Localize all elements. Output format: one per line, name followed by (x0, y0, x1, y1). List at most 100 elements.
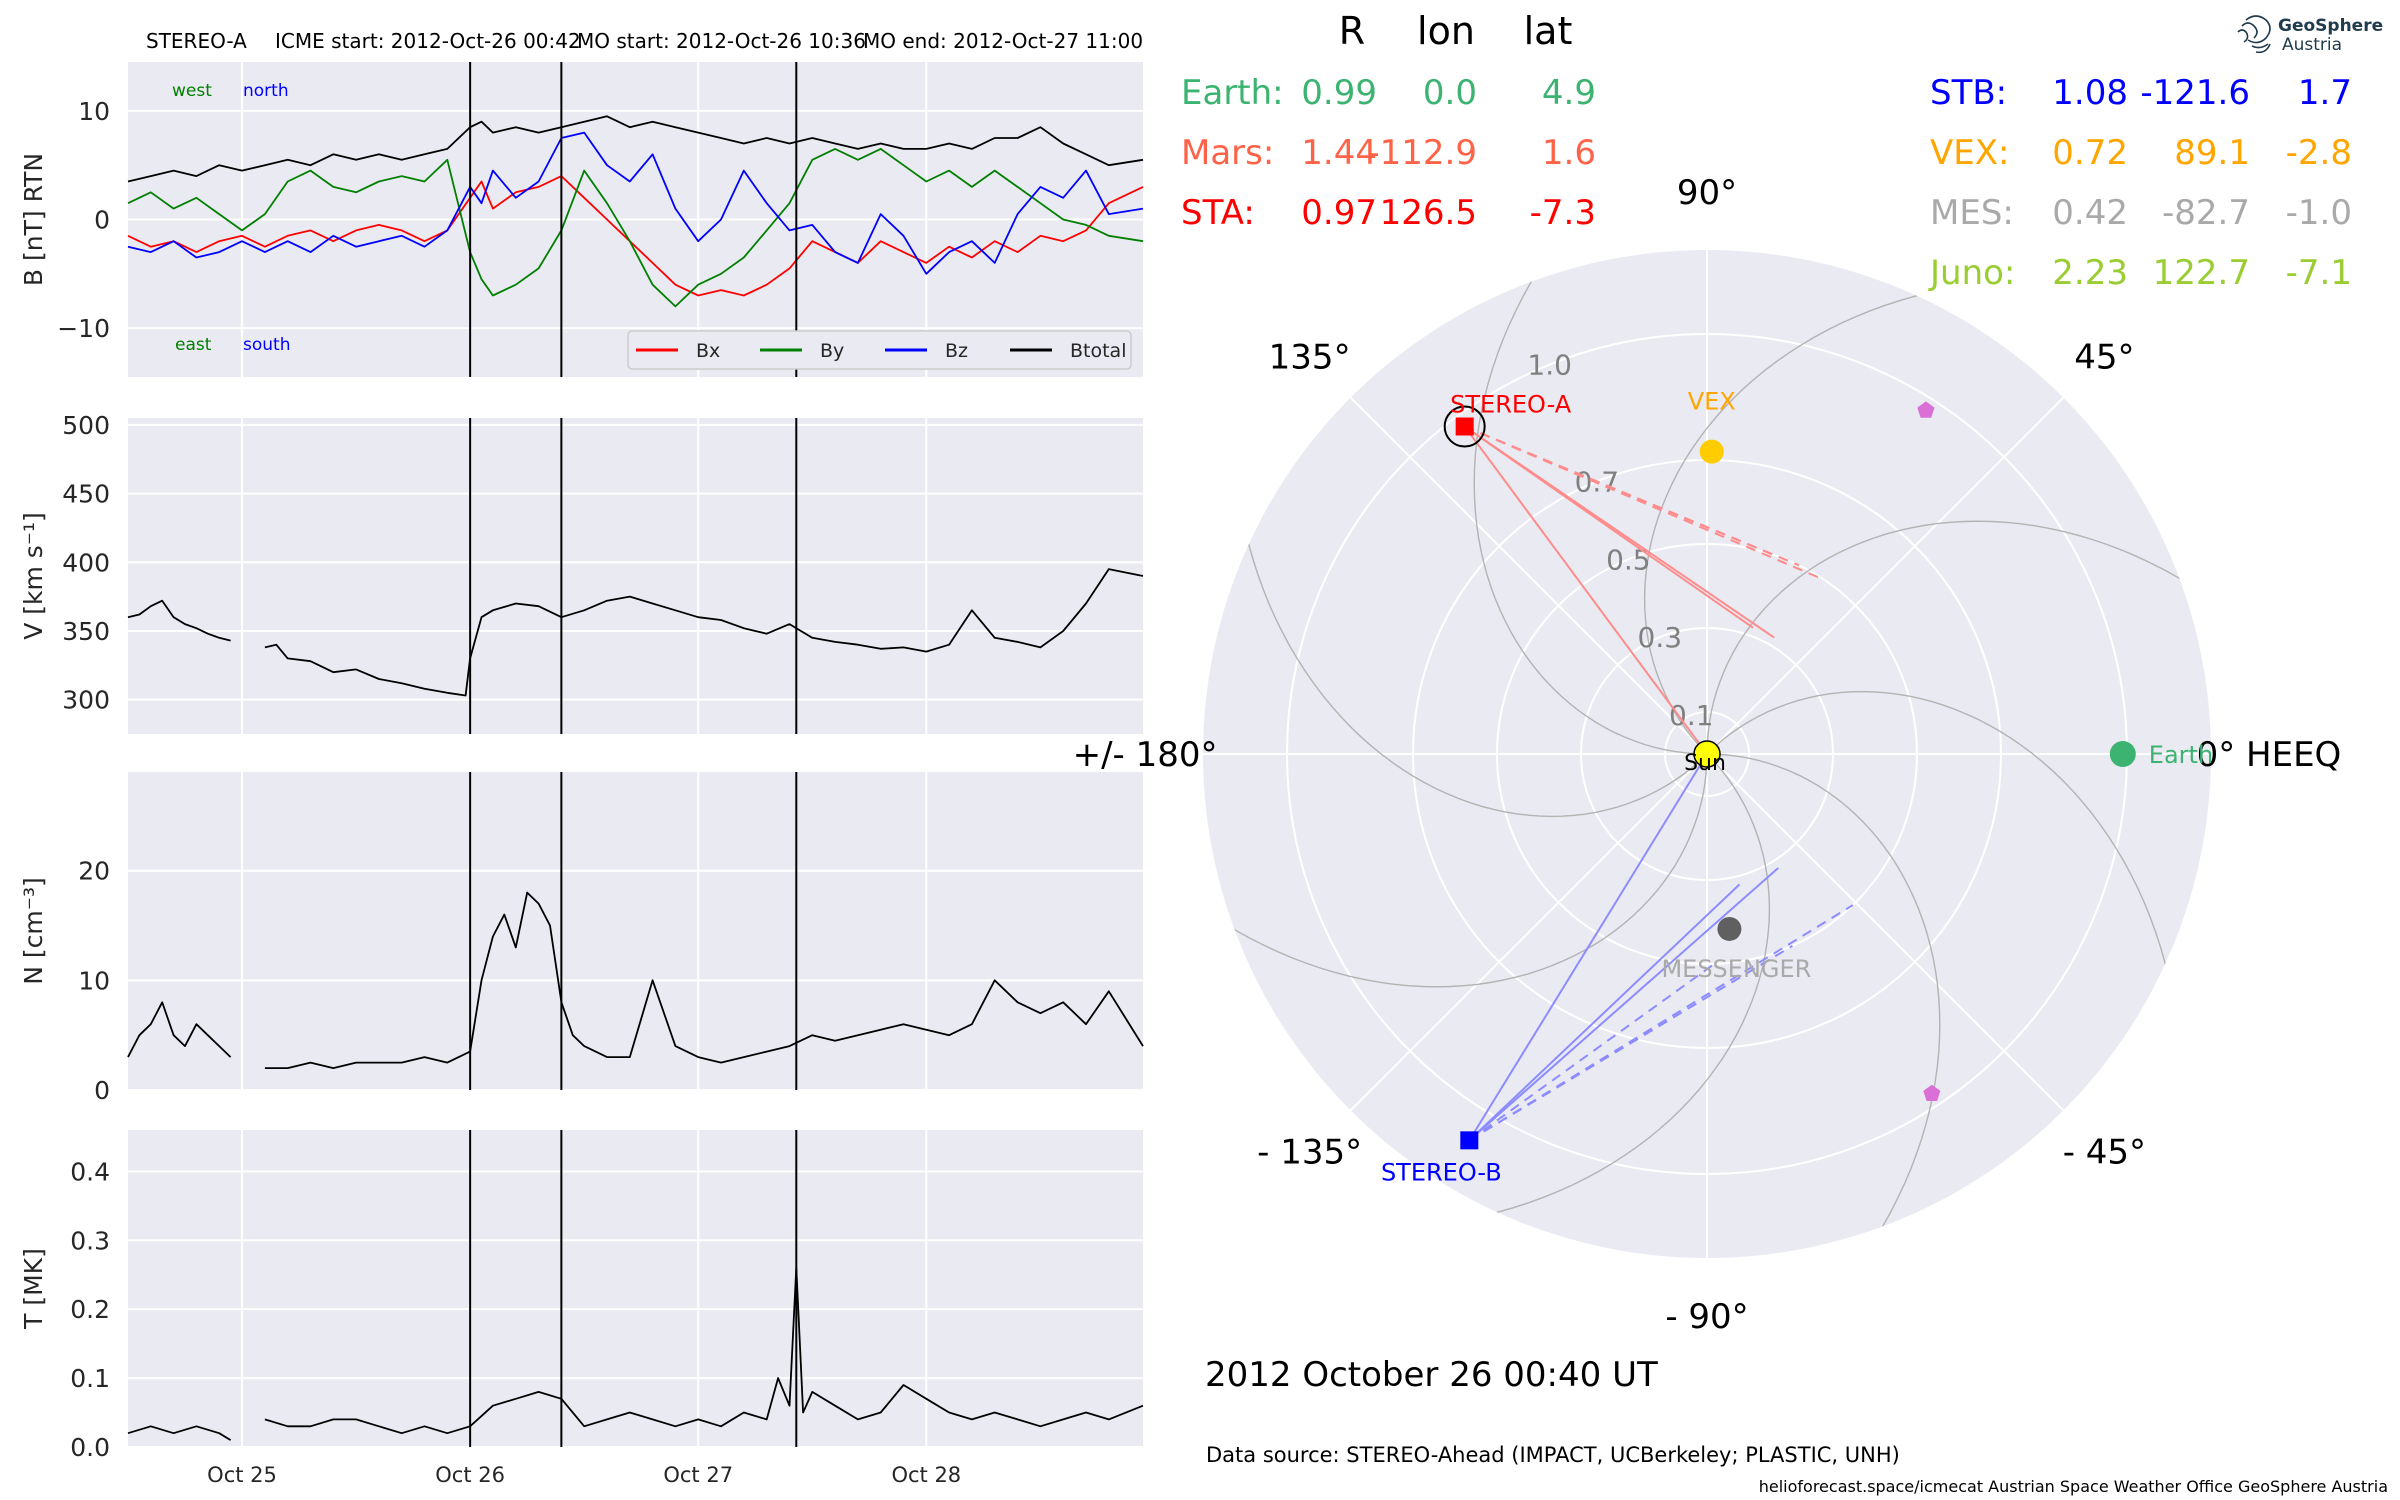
header-mo-end: MO end: 2012-Oct-27 11:00 (863, 29, 1143, 53)
legend-label-bx: Bx (696, 340, 720, 362)
stereo-b-view-lines (1468, 753, 1854, 1142)
angle-label: 135° (1269, 338, 1351, 378)
series-bx-line (127, 175, 1144, 297)
row-r: 1.44 (1301, 133, 1377, 173)
header-spacecraft: STEREO-A (146, 29, 247, 53)
row-name: Earth: (1181, 73, 1284, 113)
header-mo-start: MO start: 2012-Oct-26 10:36 (577, 29, 866, 53)
panel-background (128, 1130, 1143, 1447)
row-r: 0.72 (2052, 133, 2128, 173)
panel-background (128, 772, 1143, 1090)
radial-tick-label: 0.1 (1669, 699, 1714, 732)
series-by-line (127, 148, 1144, 308)
row-lon: -82.7 (2162, 193, 2250, 233)
earth-label: Earth (2149, 741, 2213, 769)
corner-label-east: east (175, 335, 212, 355)
sun-line (1463, 425, 1708, 755)
table-header-lat: lat (1524, 9, 1573, 53)
panel-density: 0 10 20 N [cm⁻³] (19, 772, 1144, 1105)
stereo-b-label: STEREO-B (1381, 1158, 1502, 1186)
row-lat: 1.6 (1542, 133, 1596, 173)
vex-marker (1699, 439, 1724, 464)
row-name: MES: (1930, 193, 2014, 233)
header-icme-start: ICME start: 2012-Oct-26 00:42 (275, 29, 581, 53)
logo-icon (2237, 15, 2271, 54)
row-r: 0.42 (2052, 193, 2128, 233)
corner-label-south: south (243, 335, 290, 355)
row-name: VEX: (1930, 133, 2010, 173)
timestamp: 2012 October 26 00:40 UT (1205, 1355, 1658, 1395)
row-lat: -2.8 (2286, 133, 2352, 173)
y-tick-label: 0 (94, 1076, 110, 1105)
view-line-dashed (1464, 425, 1825, 581)
plot-header: STEREO-A ICME start: 2012-Oct-26 00:42 M… (146, 29, 1143, 53)
table-row-stb: STB: 1.08 -121.6 1.7 (1930, 73, 2352, 113)
stereo-b-marker (1460, 1131, 1479, 1150)
pentagon-1-marker (1917, 401, 1935, 418)
row-lon: -121.6 (2140, 73, 2250, 113)
x-tick-label: Oct 27 (663, 1463, 733, 1487)
sun-line (1468, 753, 1708, 1141)
y-tick-label: 0.0 (70, 1433, 110, 1462)
logo-line1: GeoSphere (2278, 16, 2383, 36)
row-name: STA: (1181, 193, 1255, 233)
legend-label-bz: Bz (945, 340, 968, 362)
row-r: 1.08 (2052, 73, 2128, 113)
row-lat: 1.7 (2298, 73, 2352, 113)
table-row-earth: Earth: 0.99 0.0 4.9 (1181, 73, 1596, 113)
table-row-juno: Juno: 2.23 122.7 -7.1 (1928, 253, 2352, 293)
angle-label: - 90° (1665, 1297, 1748, 1337)
table-right-rows: STB: 1.08 -121.6 1.7 VEX: 0.72 89.1 -2.8 MES: 0.4… (1928, 73, 2352, 293)
table-row-mars: Mars: 1.44-112.9 1.6 (1181, 133, 1596, 173)
table-header-lon: lon (1417, 9, 1475, 53)
messenger-marker (1717, 916, 1742, 941)
series-n-line (127, 891, 1144, 1069)
panel-speed: 300 350 400 450 500 V [km s⁻¹] (19, 411, 1144, 734)
panel-temperature: 0.0 0.1 0.2 0.3 0.4 T [MK] Oct 25 Oct 26 Oct 27 O… (19, 1130, 1144, 1487)
pentagon-2-marker (1923, 1084, 1941, 1101)
y-axis-label: B [nT] RTN (19, 153, 48, 286)
view-line (1464, 425, 1754, 629)
row-name: Mars: (1181, 133, 1274, 173)
legend-label-btotal: Btotal (1070, 340, 1126, 362)
angle-label: 45° (2074, 338, 2134, 378)
row-name: Juno: (1928, 253, 2015, 293)
y-tick-label: 400 (62, 548, 110, 577)
y-tick-label: 10 (78, 966, 110, 995)
stereo-a-label: STEREO-A (1450, 391, 1572, 419)
row-lon: -112.9 (1367, 133, 1477, 173)
sun-label: Sun (1684, 751, 1726, 776)
angular-gridline (1349, 396, 1708, 755)
stereo-a-marker (1455, 417, 1474, 436)
logo-line2: Austria (2282, 35, 2342, 55)
y-tick-label: 500 (62, 411, 110, 440)
row-r: 0.97 (1301, 193, 1377, 233)
y-tick-label: −10 (57, 314, 110, 343)
row-lon: 0.0 (1423, 73, 1477, 113)
x-tick-label: Oct 26 (435, 1463, 505, 1487)
radial-tick-label: 1.0 (1527, 349, 1572, 382)
stereo-a-view-lines (1463, 425, 1825, 755)
sun-marker (1693, 740, 1721, 768)
angular-gridline (1706, 753, 2065, 1112)
footer-credits: helioforecast.space/icmecat Austrian Spa… (1759, 1477, 2388, 1496)
row-lat: -7.3 (1530, 193, 1596, 233)
row-lat: 4.9 (1542, 73, 1596, 113)
panel-magnetic-field: −10 0 10 B [nT] RTN west north east south Bx By Bz… (19, 62, 1144, 377)
row-lon: 89.1 (2174, 133, 2250, 173)
y-axis-label: V [km s⁻¹] (19, 512, 48, 640)
x-tick-label: Oct 25 (207, 1463, 277, 1487)
data-source: Data source: STEREO-Ahead (IMPACT, UCBer… (1206, 1443, 1900, 1467)
legend: Bx By Bz Btotal (627, 330, 1132, 370)
angle-label: - 135° (1257, 1132, 1362, 1172)
table-row-mes: MES: 0.42 -82.7 -1.0 (1930, 193, 2352, 233)
series-t-line (127, 1266, 1144, 1441)
row-lat: -7.1 (2286, 253, 2352, 293)
corner-label-north: north (243, 81, 289, 101)
angle-label: +/- 180° (1073, 735, 1218, 775)
earth-marker (2109, 741, 2136, 767)
y-tick-label: 0 (94, 206, 110, 235)
y-tick-label: 450 (62, 480, 110, 509)
